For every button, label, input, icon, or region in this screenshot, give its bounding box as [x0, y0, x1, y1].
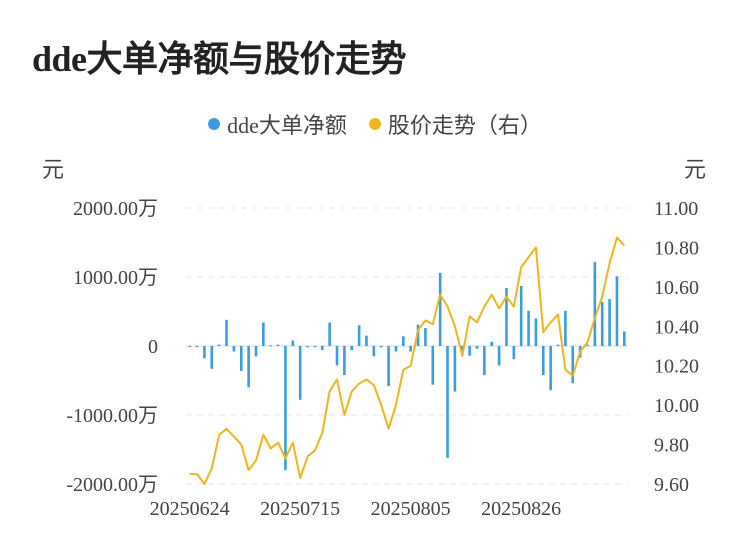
bar	[468, 346, 471, 356]
bar	[232, 346, 236, 352]
right-axis-unit: 元	[684, 157, 706, 182]
legend-label-dde: dde大单净额	[227, 113, 347, 138]
bar	[534, 318, 538, 346]
right-tick-label: 11.00	[654, 198, 698, 220]
bar	[402, 336, 405, 346]
bar	[497, 346, 501, 366]
bar	[438, 272, 442, 346]
right-tick-label: 9.80	[654, 435, 689, 457]
bar	[306, 346, 309, 348]
left-tick-label: -1000.00万	[66, 405, 158, 427]
right-tick-label: 10.20	[654, 356, 699, 378]
bar	[335, 346, 339, 366]
left-axis-unit: 元	[42, 157, 64, 182]
price-line	[189, 236, 626, 485]
bar	[387, 346, 390, 387]
left-tick-label: 1000.00万	[73, 267, 158, 289]
bar	[623, 331, 626, 346]
bar	[225, 319, 228, 346]
bar	[549, 346, 552, 391]
x-tick-label: 20250805	[371, 498, 451, 520]
bar	[284, 346, 287, 471]
x-tick-label: 20250624	[150, 498, 230, 520]
bar	[357, 325, 361, 346]
right-tick-label: 10.80	[654, 237, 699, 259]
bar	[379, 346, 383, 348]
x-tick-label: 20250826	[481, 498, 561, 520]
bar	[365, 335, 368, 346]
bar	[512, 346, 516, 360]
bar	[416, 324, 420, 346]
legend-item-price[interactable]: 股价走势（右）	[368, 108, 542, 140]
bar	[409, 346, 412, 352]
bar	[276, 344, 280, 346]
bar	[586, 344, 589, 346]
bar	[505, 288, 508, 346]
bar	[247, 346, 250, 388]
page-title: dde大单净额与股价走势	[32, 39, 407, 79]
right-tick-label: 10.00	[654, 395, 699, 417]
left-tick-label: 2000.00万	[73, 198, 158, 220]
legend-label-price: 股价走势（右）	[387, 113, 542, 138]
right-tick-label: 10.40	[654, 316, 699, 338]
bar	[615, 276, 619, 346]
bar	[203, 346, 206, 359]
legend-dot-price	[368, 118, 381, 130]
bar	[188, 346, 191, 347]
bar	[446, 346, 449, 458]
bar	[394, 346, 398, 352]
bar	[527, 310, 530, 346]
bar	[320, 346, 324, 351]
legend-dot-dde	[208, 118, 221, 130]
bar	[350, 346, 354, 351]
bar	[431, 346, 435, 385]
legend-item-dde[interactable]: dde大单净额	[208, 108, 347, 140]
bar	[600, 301, 604, 346]
right-tick-label: 10.60	[654, 277, 699, 299]
x-tick-label: 20250715	[260, 498, 340, 520]
bar	[460, 346, 464, 351]
bar	[343, 346, 346, 375]
bar	[519, 285, 523, 346]
bar	[269, 345, 273, 347]
bar	[313, 346, 317, 347]
left-tick-label: 0	[148, 336, 158, 358]
bar	[453, 346, 457, 392]
chart-legend: dde大单净额 股价走势（右）	[0, 108, 750, 140]
bar	[298, 346, 302, 400]
bar	[328, 322, 331, 346]
left-tick-label: -2000.00万	[66, 474, 158, 496]
bar	[608, 299, 611, 346]
bar	[262, 322, 265, 346]
bar	[593, 261, 597, 346]
bar	[556, 344, 560, 346]
bar	[210, 346, 214, 369]
bar	[564, 310, 567, 346]
right-tick-label: 9.60	[654, 474, 689, 496]
bar	[239, 346, 243, 371]
bar	[475, 346, 479, 349]
bar	[217, 344, 221, 346]
bar	[195, 346, 199, 347]
bar	[254, 346, 258, 357]
bar	[291, 340, 295, 346]
bar	[483, 346, 486, 375]
bar	[571, 346, 575, 384]
bar	[490, 341, 494, 346]
bar	[541, 346, 545, 375]
bar	[372, 346, 376, 357]
bar	[424, 328, 427, 346]
